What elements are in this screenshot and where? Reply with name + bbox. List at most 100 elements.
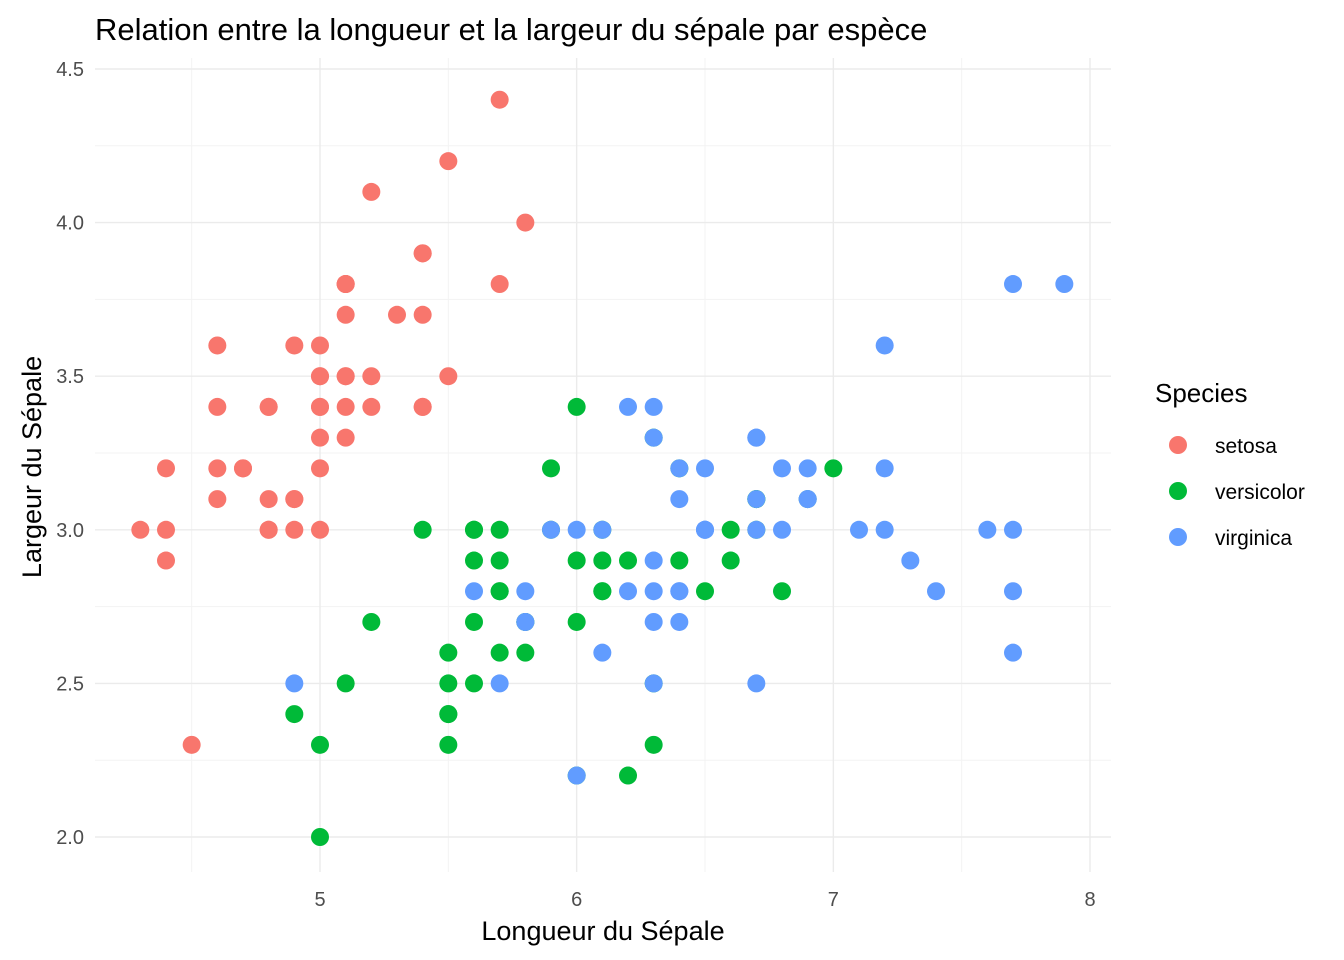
data-point [696,582,715,601]
data-point [131,520,150,539]
data-points [131,90,1074,846]
data-point [721,551,740,570]
data-point [824,459,843,478]
data-point [362,182,381,201]
data-point [208,397,227,416]
data-point [670,582,689,601]
data-point [311,367,329,386]
series-virginica [285,275,1074,785]
data-point [696,459,715,478]
data-point [593,520,612,539]
y-tick-label: 2.5 [56,673,84,695]
data-point [1055,275,1074,294]
data-point [413,244,432,263]
data-point [439,643,458,662]
legend-label-versicolor: versicolor [1215,481,1305,504]
data-point [798,459,817,478]
data-point [439,367,458,386]
data-point [413,305,432,324]
data-point [1004,643,1023,662]
data-point [696,520,715,539]
x-tick-label: 5 [314,889,325,911]
data-point [773,459,792,478]
data-point [644,674,663,693]
data-point [285,490,304,509]
y-tick-label: 2.0 [56,827,84,849]
data-point [388,305,407,324]
data-point [311,828,329,846]
data-point [233,459,252,478]
data-point [182,735,201,754]
data-point [311,520,329,539]
data-point [156,551,175,570]
data-point [619,766,638,785]
data-point [644,397,663,416]
data-point [567,520,586,539]
data-point [542,459,561,478]
legend: Species setosa versicolor virginica [1155,378,1305,550]
data-point [619,582,638,601]
data-point [516,582,535,601]
data-point [721,520,740,539]
data-point [362,397,381,416]
data-point [413,520,432,539]
chart-title: Relation entre la longueur et la largeur… [95,12,927,47]
data-point [465,551,484,570]
legend-key-virginica [1169,528,1187,546]
series-versicolor [285,397,843,846]
data-point [619,551,638,570]
data-point [516,643,535,662]
data-point [670,612,689,631]
data-point [336,428,355,447]
data-point [336,674,355,693]
data-point [875,336,894,355]
data-point [490,582,509,601]
data-point [773,582,792,601]
grid-layer [95,58,1111,872]
data-point [747,428,766,447]
data-point [644,612,663,631]
data-point [1004,582,1023,601]
y-tick-label: 3.5 [56,366,84,388]
x-tick-label: 8 [1084,889,1095,911]
data-point [439,152,458,171]
data-point [619,397,638,416]
data-point [1004,520,1023,539]
data-point [670,459,689,478]
data-point [311,735,329,754]
data-point [875,459,894,478]
data-point [465,612,484,631]
data-point [490,90,509,109]
data-point [516,213,535,232]
data-point [773,520,792,539]
data-point [311,336,329,355]
data-point [567,551,586,570]
data-point [850,520,869,539]
data-point [490,643,509,662]
data-point [901,551,920,570]
data-point [747,490,766,509]
data-point [567,766,586,785]
data-point [644,428,663,447]
data-point [208,459,227,478]
axis-ticks: 5 6 7 8 2.0 2.5 3.0 3.5 4.0 4.5 [56,59,1095,911]
x-tick-label: 7 [828,889,839,911]
data-point [644,582,663,601]
legend-label-virginica: virginica [1215,527,1292,550]
data-point [285,520,304,539]
data-point [670,490,689,509]
y-tick-label: 4.5 [56,59,84,81]
data-point [670,551,689,570]
data-point [336,305,355,324]
data-point [593,551,612,570]
data-point [490,551,509,570]
legend-title: Species [1155,378,1248,408]
legend-key-setosa [1169,436,1187,454]
data-point [875,520,894,539]
data-point [156,459,175,478]
data-point [798,490,817,509]
data-point [1004,275,1023,294]
y-tick-label: 3.0 [56,520,84,542]
x-tick-label: 6 [571,889,582,911]
data-point [336,367,355,386]
